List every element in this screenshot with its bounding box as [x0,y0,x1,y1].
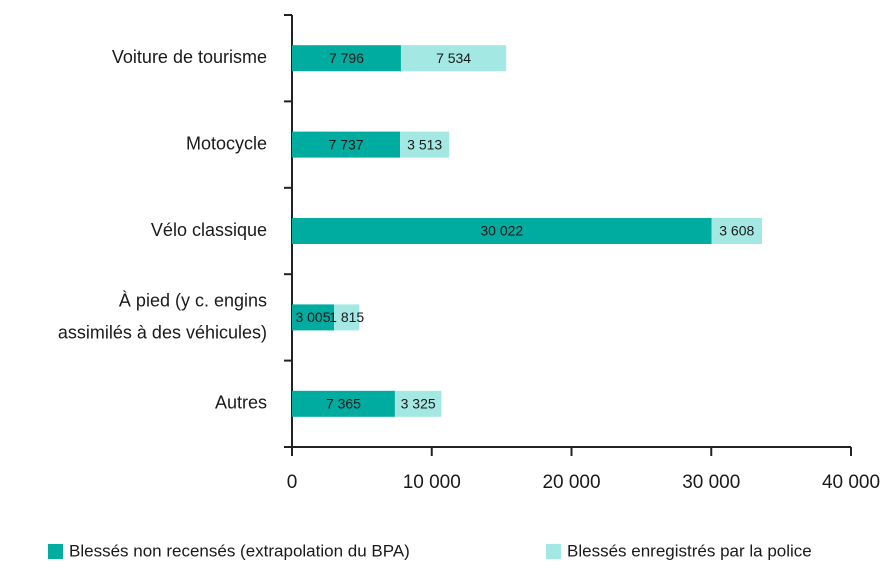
bar-segment [711,218,762,244]
value-label: 3 005 [295,309,330,325]
x-tick-label: 20 000 [542,472,600,493]
bar-segment [394,390,442,417]
bar-segment [292,390,395,417]
x-tick-label: 30 000 [682,472,740,493]
bar-segment [292,45,401,72]
bar-segment [333,304,360,331]
bar-segment [292,304,334,331]
bar-segment [400,131,450,158]
category-label: Motocycle [186,133,267,153]
legend-swatch [546,544,561,559]
value-label: 7 365 [326,396,361,412]
x-tick-label: 0 [287,472,298,493]
value-label: 7 534 [436,50,471,66]
legend-label: Blessés enregistrés par la police [567,541,812,560]
value-label: 3 608 [719,223,754,239]
value-label: 7 737 [329,136,364,152]
legend-swatch [48,544,63,559]
bar-segment [292,218,712,244]
category-label: Autres [215,393,267,413]
legend-label: Blessés non recensés (extrapolation du B… [69,541,410,560]
value-label: 3 513 [407,136,442,152]
category-label: À pied (y c. engins assimilés à des véhic… [58,290,267,342]
category-label: Voiture de tourisme [112,47,267,67]
value-label: 7 796 [329,50,364,66]
bar-segment [400,45,507,72]
value-label: 3 325 [401,396,436,412]
x-tick-label: 40 000 [822,472,880,493]
x-tick-label: 10 000 [403,472,461,493]
category-label: Vélo classique [151,220,267,240]
value-label: 1 815 [329,309,364,325]
value-label: 30 022 [480,223,523,239]
bar-segment [292,131,401,158]
